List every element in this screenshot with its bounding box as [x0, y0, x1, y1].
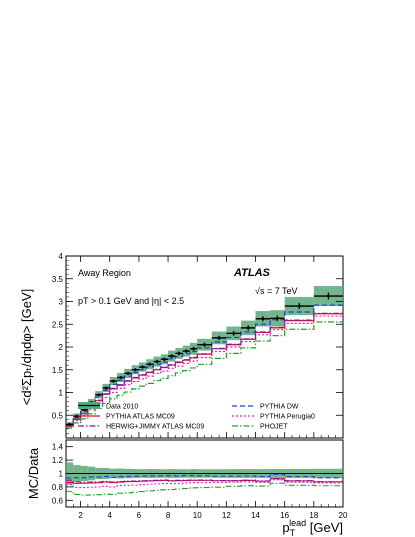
ratio-y-tick-label: 1	[59, 470, 64, 479]
x-tick-label: 4	[108, 511, 113, 520]
energy-label: √s = 7 TeV	[255, 286, 298, 296]
y-tick-label: 2.5	[52, 320, 64, 329]
series-line	[66, 312, 343, 427]
legend-entry: PYTHIA DW	[260, 404, 299, 411]
data-point-marker	[327, 294, 330, 298]
ratio-panel-series	[66, 473, 343, 496]
x-tick-label: 12	[222, 511, 231, 520]
data-point-marker	[217, 336, 221, 340]
ratio-y-tick-label: 1.4	[52, 443, 64, 452]
data-point-marker	[104, 386, 108, 390]
x-tick-label: 20	[339, 511, 348, 520]
axis-labels: <d²Σpₜ/dηdφ> [GeV] MC/Data pTlead [GeV]	[19, 289, 343, 537]
y-tick-label: 0.5	[52, 411, 64, 420]
legend-entry: PHOJET	[260, 424, 288, 431]
data-point-marker	[111, 379, 115, 383]
legend-entry: Data 2010	[106, 404, 138, 411]
legend-entry: HERWIG+JIMMY ATLAS MC09	[106, 424, 204, 431]
y-tick-label: 1	[59, 389, 64, 398]
y-tick-label: 2	[59, 343, 64, 352]
x-tick-label: 8	[166, 511, 171, 520]
legend-entry: PYTHIA Perugia0	[260, 414, 315, 421]
data-point-marker	[119, 376, 123, 379]
ratio-series-line	[66, 479, 343, 489]
ratio-series-line	[66, 478, 343, 484]
data-point-marker	[148, 362, 152, 366]
cuts-label: pT > 0.1 GeV and |η| < 2.5	[78, 296, 184, 306]
y-tick-label: 1.5	[52, 366, 64, 375]
legend-entry: PYTHIA ATLAS MC09	[106, 414, 175, 421]
x-tick-label: 14	[251, 511, 260, 520]
data-point-marker	[246, 326, 250, 330]
ratio-series-line	[66, 478, 343, 483]
x-tick-label: 6	[137, 511, 142, 520]
data-point-marker	[261, 317, 265, 321]
data-point-marker	[184, 349, 188, 353]
data-point-marker	[203, 343, 206, 347]
data-point-marker	[163, 357, 166, 361]
data-point-marker	[192, 347, 195, 351]
data-point-marker	[232, 331, 236, 335]
x-tick-label: 16	[280, 511, 289, 520]
main-y-axis-title: <d²Σpₜ/dηdφ> [GeV]	[19, 289, 34, 405]
ratio-y-axis-title: MC/Data	[26, 447, 41, 499]
x-axis-title: pTlead [GeV]	[282, 518, 343, 537]
y-tick-label: 3.5	[52, 275, 64, 284]
ratio-y-tick-label: 0.6	[52, 496, 64, 505]
axes: 2 4 6 8 10 12 14 16 18 20 0.5 1 1.5 2 2.5 3 3.5 4 0.6 0.8 1 1…	[52, 252, 348, 520]
ratio-y-tick-label: 1.2	[52, 456, 64, 465]
atlas-label: ATLAS	[233, 267, 271, 279]
data-point-marker	[126, 371, 130, 375]
annotations: Away Region ATLAS √s = 7 TeV pT > 0.1 Ge…	[78, 267, 298, 306]
data-point-marker	[170, 354, 174, 358]
legend: Data 2010 PYTHIA DW PYTHIA ATLAS MC09 PYTHI…	[78, 402, 315, 431]
data-point-marker	[297, 304, 301, 308]
data-point-marker	[75, 414, 79, 418]
ratio-series-line	[66, 473, 343, 479]
x-tick-label: 10	[193, 511, 202, 520]
data-point-marker	[82, 408, 86, 412]
data-point-marker	[133, 368, 137, 372]
x-tick-label: 2	[78, 511, 83, 520]
data-point-marker	[177, 351, 181, 355]
ratio-band	[66, 462, 343, 485]
ratio-series-line	[66, 482, 343, 496]
series-line	[66, 321, 343, 429]
data-point-marker	[275, 316, 279, 320]
region-label: Away Region	[78, 268, 131, 278]
y-tick-label: 3	[59, 298, 64, 307]
main-panel-series	[66, 304, 343, 429]
data-point-marker	[141, 365, 144, 369]
series-line	[66, 304, 343, 426]
data-point-marker	[155, 360, 159, 363]
ratio-y-tick-label: 0.8	[52, 483, 64, 492]
y-tick-label: 4	[59, 252, 64, 261]
data-point-marker	[97, 393, 101, 397]
x-tick-label: 18	[309, 511, 318, 520]
data-point-marker	[68, 422, 72, 426]
